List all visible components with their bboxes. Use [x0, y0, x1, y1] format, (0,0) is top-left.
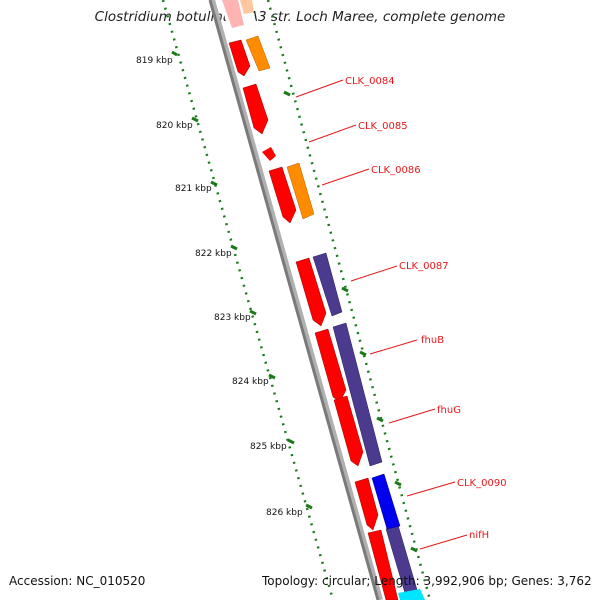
gene-label-nifh: nifH	[469, 530, 489, 541]
gene-label-fhub: fhuB	[421, 335, 444, 346]
gene-label-clk-0086: CLK_0086	[371, 165, 421, 176]
kbp-tick-marks	[171, 50, 313, 510]
gene-label-fhug: fhuG	[437, 405, 461, 416]
gene-label-clk-0087: CLK_0087	[399, 261, 449, 272]
gene-labels: CLK_0084 CLK_0085 CLK_0086 CLK_0087 fhuB…	[345, 76, 507, 541]
kbp-label: 822 kbp	[195, 249, 232, 259]
cds-feature-cyan[interactable]	[398, 589, 425, 600]
gene-label-clk-0085: CLK_0085	[358, 121, 408, 132]
kbp-label: 826 kbp	[266, 508, 303, 518]
inner-ruler-ticks	[283, 90, 418, 553]
cds-features-orange[interactable]	[240, 0, 315, 220]
gene-label-clk-0084: CLK_0084	[345, 76, 395, 87]
kbp-label: 819 kbp	[136, 56, 173, 66]
kbp-label: 825 kbp	[250, 442, 287, 452]
gene-label-clk-0090: CLK_0090	[457, 478, 507, 489]
backbone-line	[208, 0, 380, 600]
kbp-labels: 819 kbp 820 kbp 821 kbp 822 kbp 823 kbp …	[136, 56, 303, 518]
kbp-label: 823 kbp	[214, 313, 251, 323]
accession-label: Accession: NC_010520	[9, 574, 146, 588]
cds-feature-blue[interactable]	[371, 473, 401, 530]
gene-callout-lines	[295, 79, 468, 550]
genome-summary: Topology: circular; Length: 3,992,906 bp…	[262, 574, 592, 588]
backbone-shadow	[209, 0, 383, 600]
kbp-label: 820 kbp	[156, 121, 193, 131]
cds-features-red[interactable]	[222, 0, 399, 600]
kbp-label: 821 kbp	[175, 184, 212, 194]
kbp-label: 824 kbp	[232, 377, 269, 387]
map-title: Clostridium botulinum A3 str. Loch Maree…	[94, 9, 506, 25]
